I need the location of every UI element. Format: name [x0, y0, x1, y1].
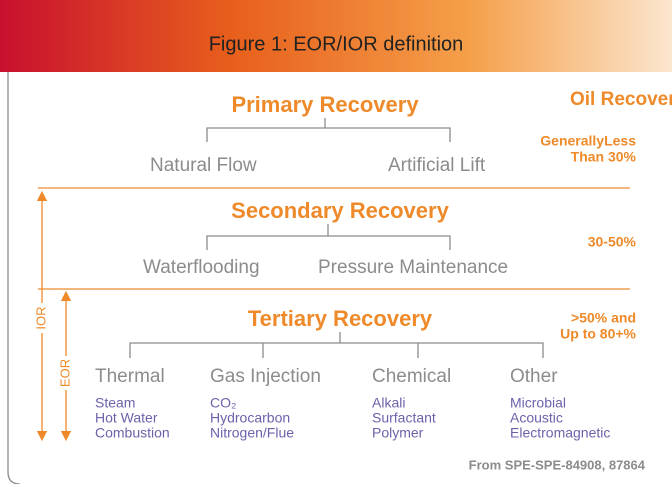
eor-label: EOR [57, 359, 72, 387]
recovery: Than 30% [571, 149, 637, 165]
method: Gas Injection [210, 366, 321, 387]
recovery: >50% and [571, 310, 636, 326]
method: Artificial Lift [388, 155, 486, 176]
header-band [0, 0, 672, 72]
tree [206, 224, 451, 250]
frame [7, 72, 21, 484]
method-item: Combustion [95, 425, 170, 441]
method: Other [510, 366, 558, 387]
method: Natural Flow [150, 155, 257, 176]
recovery: 30-50% [588, 234, 637, 250]
tree [206, 118, 451, 142]
method: Waterflooding [143, 257, 260, 278]
method-item: Hydrocarbon [210, 410, 290, 426]
method-item: Steam [95, 395, 135, 411]
method: Chemical [372, 366, 451, 387]
title: Figure 1: EOR/IOR definition [209, 33, 464, 55]
level-name: Tertiary Recovery [248, 306, 433, 331]
tree [129, 332, 544, 358]
method-item: Nitrogen/Flue [210, 425, 294, 441]
ior-label: IOR [33, 306, 48, 329]
recovery: GenerallyLess [540, 133, 636, 149]
method: Thermal [95, 366, 165, 387]
method-item: Hot Water [95, 410, 158, 426]
method: Pressure Maintenance [318, 257, 508, 278]
recovery: Up to 80+% [560, 326, 636, 342]
method-item: Surfactant [372, 410, 436, 426]
source: From SPE-SPE-84908, 87864 [469, 457, 646, 472]
method-item: Microbial [510, 395, 566, 411]
method-item: CO₂ [210, 395, 236, 411]
method-item: Acoustic [510, 410, 563, 426]
level-name: Primary Recovery [231, 92, 419, 117]
method-item: Polymer [372, 425, 424, 441]
method-item: Electromagnetic [510, 425, 610, 441]
method-item: Alkali [372, 395, 405, 411]
right-heading: Oil Recovery [570, 89, 672, 110]
level-name: Secondary Recovery [231, 198, 449, 223]
